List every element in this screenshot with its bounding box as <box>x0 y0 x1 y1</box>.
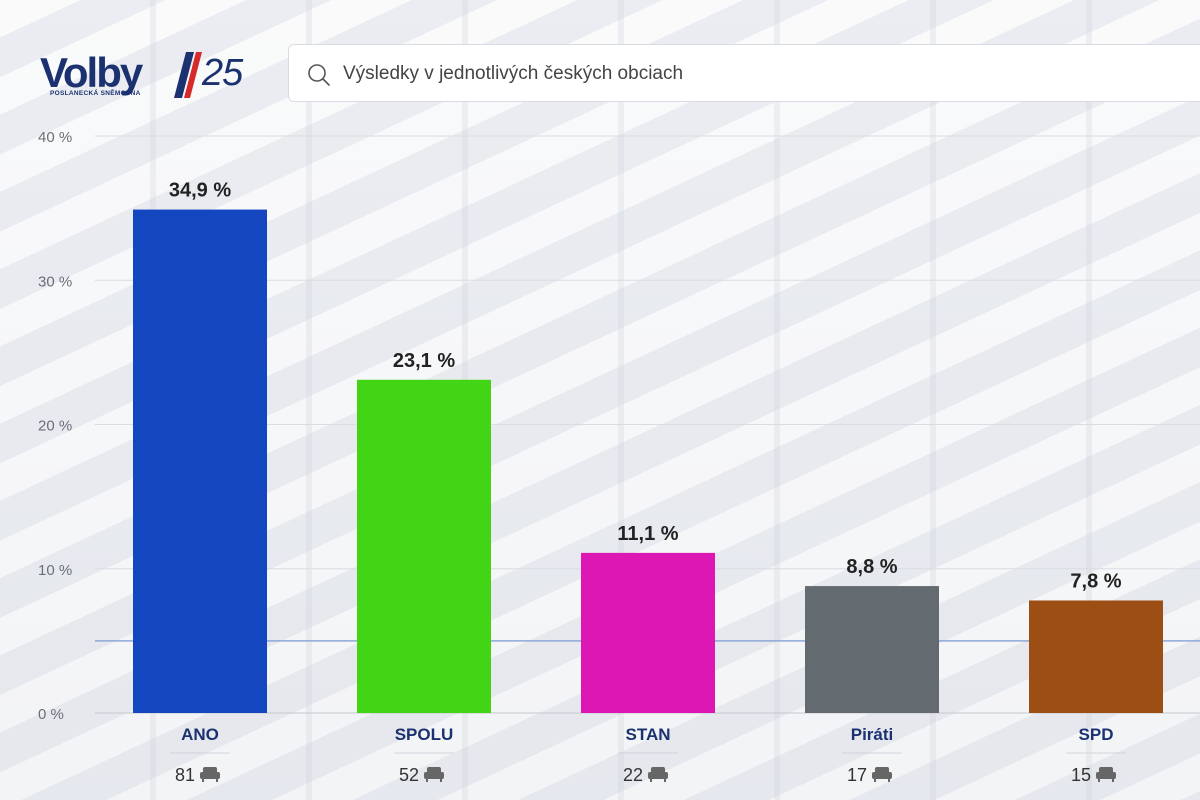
y-tick-label: 20 % <box>38 418 72 435</box>
y-tick-label: 40 % <box>38 129 72 146</box>
seat-icon <box>1096 767 1116 782</box>
y-tick-label: 30 % <box>38 273 72 290</box>
bar-stan[interactable] <box>581 552 715 713</box>
category-label[interactable]: SPD <box>1079 725 1114 744</box>
category-label[interactable]: ANO <box>181 725 219 744</box>
category-label[interactable]: SPOLU <box>395 725 454 744</box>
logo-subtitle: POSLANECKÁ SNĚMOVNA <box>50 90 141 97</box>
data-label: 11,1 % <box>617 523 678 545</box>
y-tick-label: 10 % <box>38 562 72 579</box>
seat-count: 52 <box>399 765 419 785</box>
volby-logo[interactable]: Volby 25 POSLANECKÁ SNĚMOVNA <box>40 48 255 104</box>
bar-spolu[interactable] <box>357 379 491 713</box>
seat-icon <box>872 767 892 782</box>
bar-piráti[interactable] <box>805 586 939 713</box>
data-label: 34,9 % <box>169 180 231 202</box>
seat-icon <box>200 767 220 782</box>
seat-icon <box>424 767 444 782</box>
y-tick-label: 0 % <box>38 706 64 723</box>
data-label: 7,8 % <box>1070 570 1121 592</box>
logo-text: Volby <box>40 49 143 96</box>
search-icon <box>308 64 330 86</box>
data-label: 8,8 % <box>846 556 897 578</box>
category-label[interactable]: Piráti <box>851 725 894 744</box>
logo-slash-icon <box>174 52 202 98</box>
seat-count: 81 <box>175 765 195 785</box>
logo-number: 25 <box>202 52 243 94</box>
category-label[interactable]: STAN <box>625 725 670 744</box>
seat-count: 17 <box>847 765 867 785</box>
search-input[interactable] <box>341 55 1165 93</box>
seat-icon <box>648 767 668 782</box>
data-label: 23,1 % <box>393 350 455 372</box>
search-box[interactable] <box>288 44 1200 102</box>
bar-spd[interactable] <box>1029 600 1163 713</box>
seat-count: 15 <box>1071 765 1091 785</box>
bar-ano[interactable] <box>133 209 267 713</box>
seat-count: 22 <box>623 765 643 785</box>
